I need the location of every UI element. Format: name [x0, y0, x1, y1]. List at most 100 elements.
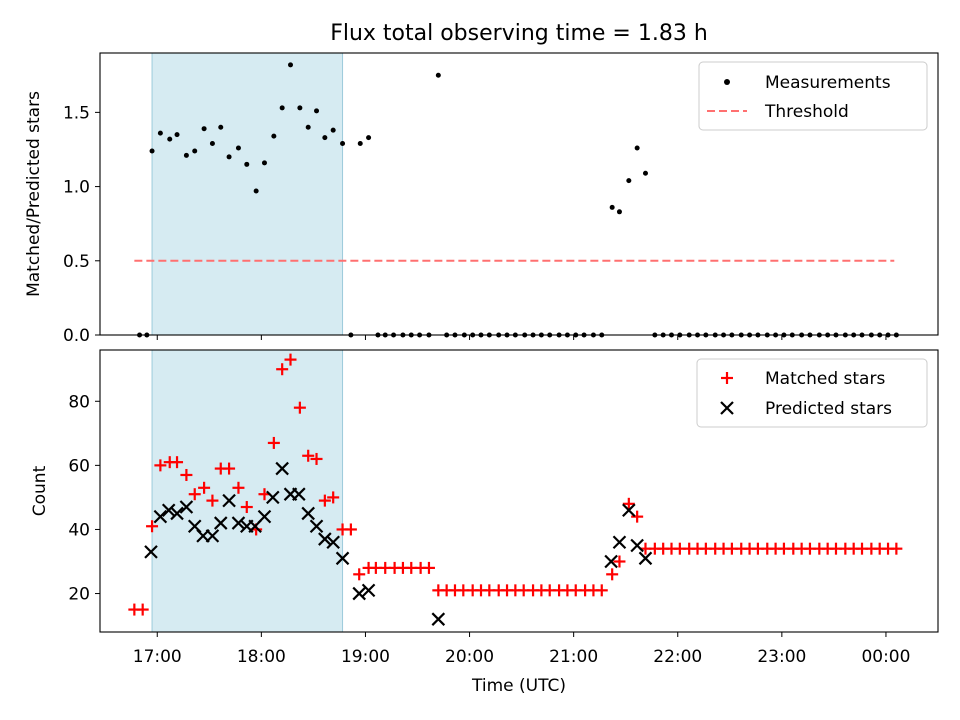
- x-axis-label: Time (UTC): [471, 676, 566, 696]
- measurement-point: [366, 135, 372, 141]
- predicted-star-marker: [257, 509, 272, 524]
- matched-star-marker: [344, 523, 357, 536]
- observing-window-shade: [151, 349, 344, 633]
- observing-window-shade: [151, 52, 344, 336]
- matched-star-marker: [223, 462, 236, 475]
- matched-star-marker: [613, 555, 626, 568]
- bottom-panel-frame: [99, 349, 939, 633]
- matched-star-marker: [180, 468, 193, 481]
- predicted-star-marker: [326, 535, 340, 550]
- matched-star-marker: [631, 510, 644, 523]
- legend-measurements-label: Measurements: [765, 73, 891, 93]
- predicted-star-marker: [622, 503, 636, 518]
- predicted-star-marker: [222, 493, 236, 508]
- predicted-star-marker: [352, 586, 366, 601]
- measurement-point: [357, 141, 363, 147]
- bottom-legend-box: [696, 358, 928, 428]
- bottom-ytick-label: 20: [68, 585, 90, 605]
- legend-threshold-label: Threshold: [764, 102, 849, 122]
- predicted-star-marker: [309, 519, 324, 534]
- predicted-star-marker: [231, 516, 246, 530]
- measurement-point: [261, 160, 267, 166]
- measurement-point: [642, 170, 648, 176]
- measurement-point: [218, 124, 224, 130]
- measurement-point: [226, 154, 232, 160]
- matched-star-marker: [206, 494, 219, 507]
- measurement-point: [297, 105, 303, 111]
- matched-star-marker: [422, 561, 435, 574]
- measurement-point: [209, 141, 215, 147]
- matched-star-marker: [276, 363, 289, 376]
- measurement-point: [616, 209, 622, 215]
- xtick-label: 00:00: [861, 647, 910, 667]
- measurement-point: [149, 148, 155, 154]
- predicted-star-marker: [335, 551, 350, 566]
- measurement-point: [183, 152, 189, 158]
- legend-matched-marker: [721, 372, 733, 384]
- xtick-label: 23:00: [757, 647, 806, 667]
- legend-predicted-marker: [720, 401, 734, 415]
- predicted-star-marker: [612, 535, 627, 550]
- measurement-point: [174, 132, 180, 138]
- matched-star-marker: [154, 459, 167, 472]
- predicted-star-marker: [170, 506, 184, 521]
- predicted-star-marker: [213, 516, 228, 530]
- top-ytick-label: 1.5: [63, 103, 90, 123]
- matched-star-marker: [188, 488, 201, 501]
- top-panel: 0.0 0.5 1.0 1.5 Matched/Predicted stars Mea…: [24, 52, 939, 346]
- measurement-point: [157, 130, 163, 136]
- top-ytick-label: 0.5: [63, 252, 90, 272]
- matched-star-marker: [353, 568, 366, 581]
- measurement-point: [330, 127, 336, 133]
- predicted-star-marker: [292, 487, 306, 501]
- measurement-point: [271, 133, 277, 139]
- legend-measurement-marker: [724, 79, 730, 85]
- measurement-point: [634, 145, 640, 151]
- predicted-star-marker: [604, 554, 618, 569]
- matched-star-marker: [622, 497, 635, 510]
- measurement-point: [305, 124, 311, 130]
- matched-star-marker: [606, 568, 619, 581]
- bottom-ytick-label: 40: [68, 520, 90, 540]
- measurement-point: [235, 145, 241, 151]
- predicted-star-marker: [301, 506, 315, 521]
- bottom-panel: 20 40 60 80 17:00 18:00 19:00 20:00 21:00 22:00 2…: [30, 349, 939, 696]
- matched-star-marker: [136, 603, 149, 616]
- measurement-point: [314, 108, 320, 114]
- measurement-point: [167, 136, 173, 142]
- predicted-star-marker: [361, 583, 376, 598]
- matched-star-marker: [293, 401, 306, 414]
- matched-star-marker: [267, 436, 280, 449]
- predicted-star-marker: [205, 529, 220, 543]
- measurement-point: [244, 161, 250, 167]
- measurement-point: [340, 141, 346, 147]
- xtick-label: 17:00: [133, 647, 182, 667]
- measurement-point: [201, 126, 207, 132]
- measurement-point: [626, 178, 632, 184]
- measurement-point: [253, 188, 259, 194]
- top-ytick-label: 1.0: [63, 178, 90, 198]
- matched-star-marker: [232, 481, 245, 494]
- predicted-star-marker: [179, 500, 194, 514]
- measurement-point: [322, 135, 328, 141]
- legend-predicted-label: Predicted stars: [765, 399, 892, 419]
- bottom-ytick-label: 60: [68, 456, 90, 476]
- matched-star-marker: [890, 542, 903, 555]
- top-ytick-label: 0.0: [63, 326, 90, 346]
- matched-star-marker: [318, 494, 331, 507]
- predicted-star-marker: [630, 538, 644, 553]
- measurement-point: [435, 72, 441, 78]
- bottom-ytick-label: 80: [68, 392, 90, 412]
- measurement-point: [192, 148, 198, 154]
- top-panel-frame: [99, 52, 939, 336]
- bottom-legend: Matched stars Predicted stars: [696, 358, 928, 428]
- matched-star-marker: [198, 481, 211, 494]
- top-legend-box: [698, 61, 928, 131]
- xtick-label: 22:00: [653, 647, 702, 667]
- matched-star-marker: [302, 449, 315, 462]
- xtick-label: 19:00: [341, 647, 390, 667]
- measurement-point: [609, 204, 615, 210]
- matched-star-marker: [327, 491, 340, 504]
- xtick-label: 21:00: [549, 647, 598, 667]
